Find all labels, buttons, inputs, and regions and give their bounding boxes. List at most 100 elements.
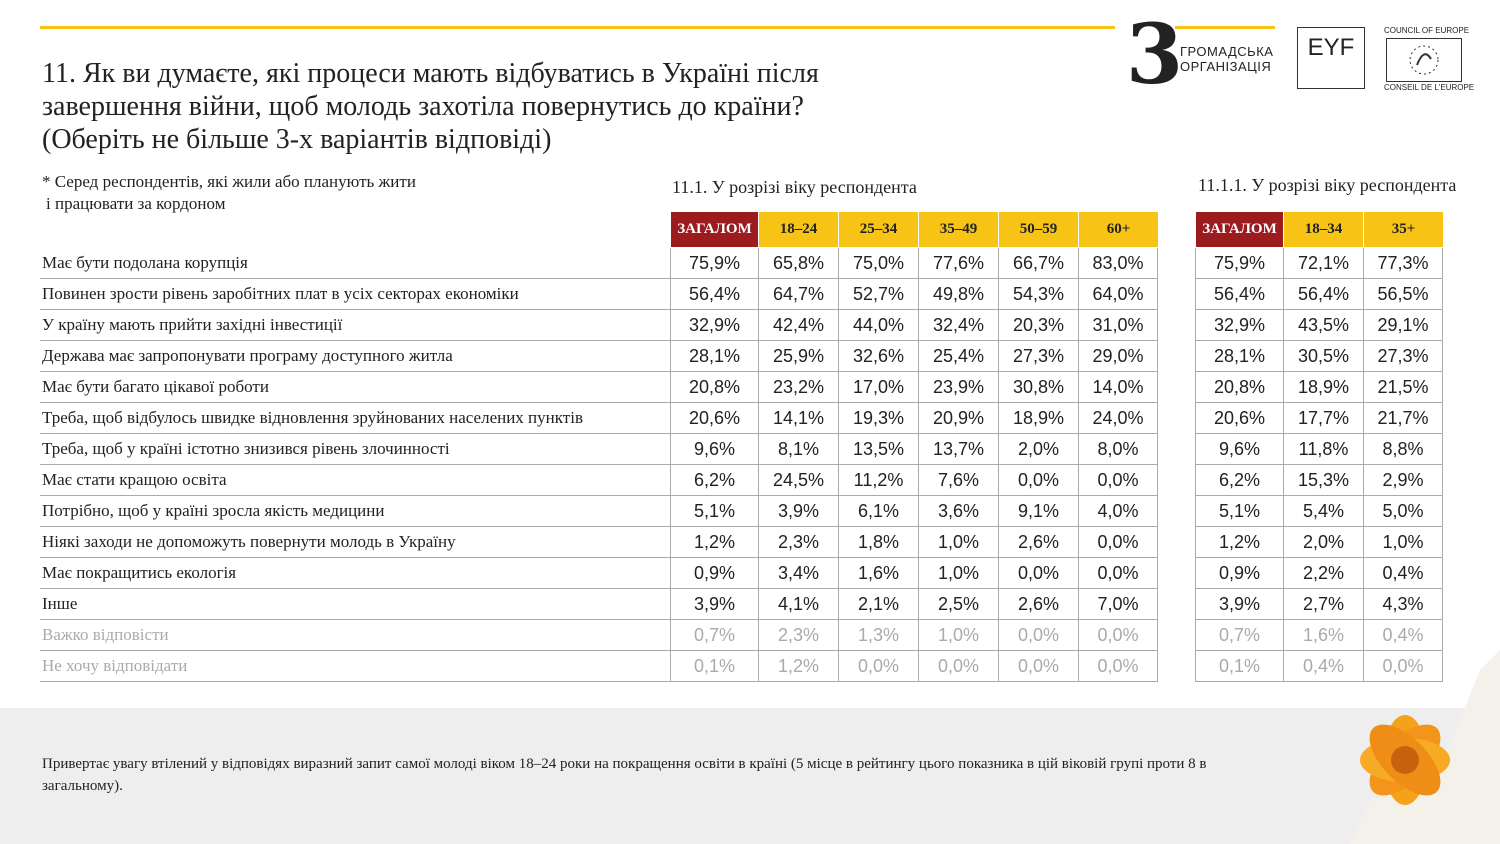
value-cell: 0,1%	[1195, 651, 1283, 682]
value-cell: 2,3%	[758, 620, 838, 651]
row-label: Має стати кращою освіта	[40, 465, 670, 496]
flower-decoration	[1350, 650, 1500, 844]
coe-emblem	[1386, 38, 1462, 82]
paper-scrap	[1350, 650, 1500, 844]
value-cell: 2,0%	[1283, 527, 1363, 558]
value-cell: 24,0%	[1078, 403, 1158, 434]
value-cell: 15,3%	[1283, 465, 1363, 496]
value-cell: 56,4%	[1195, 279, 1283, 310]
row-label: Не хочу відповідати	[40, 651, 670, 682]
title-line: 11. Як ви думаєте, які процеси мають від…	[42, 58, 819, 89]
value-cell: 64,7%	[758, 279, 838, 310]
value-cell: 77,6%	[918, 248, 998, 279]
value-cell: 2,3%	[758, 527, 838, 558]
org-name-line: ГРОМАДСЬКА	[1180, 44, 1274, 59]
row-label: Держава має запропонувати програму досту…	[40, 341, 670, 372]
value-cell: 19,3%	[838, 403, 918, 434]
value-cell: 0,9%	[670, 558, 758, 589]
value-cell: 5,1%	[670, 496, 758, 527]
value-cell: 9,6%	[670, 434, 758, 465]
value-cell: 6,2%	[670, 465, 758, 496]
value-cell: 8,1%	[758, 434, 838, 465]
value-cell: 0,0%	[1363, 651, 1443, 682]
note-line: * Серед респондентів, які жили або плану…	[42, 172, 416, 191]
value-cell: 83,0%	[1078, 248, 1158, 279]
value-cell: 32,6%	[838, 341, 918, 372]
value-cell: 32,4%	[918, 310, 998, 341]
org-mark-sup: 5	[1163, 30, 1170, 44]
footer-band	[0, 708, 1500, 844]
row-label: Потрібно, щоб у країні зросла якість мед…	[40, 496, 670, 527]
row-label: Інше	[40, 589, 670, 620]
org-mark: 3	[1126, 7, 1184, 103]
value-cell: 0,0%	[998, 465, 1078, 496]
value-cell: 7,0%	[1078, 589, 1158, 620]
value-cell: 23,9%	[918, 372, 998, 403]
value-cell: 3,6%	[918, 496, 998, 527]
value-cell: 52,7%	[838, 279, 918, 310]
value-cell: 72,1%	[1283, 248, 1363, 279]
value-cell: 1,2%	[1195, 527, 1283, 558]
value-cell: 1,8%	[838, 527, 918, 558]
row-label: Повинен зрости рівень заробітних плат в …	[40, 279, 670, 310]
value-cell: 1,0%	[918, 527, 998, 558]
value-cell: 23,2%	[758, 372, 838, 403]
value-cell: 25,4%	[918, 341, 998, 372]
value-cell: 3,4%	[758, 558, 838, 589]
value-cell: 5,4%	[1283, 496, 1363, 527]
value-cell: 21,7%	[1363, 403, 1443, 434]
value-cell: 56,5%	[1363, 279, 1443, 310]
value-cell: 20,8%	[670, 372, 758, 403]
top-rule	[1175, 26, 1275, 29]
value-cell: 56,4%	[670, 279, 758, 310]
value-cell: 30,8%	[998, 372, 1078, 403]
value-cell: 1,3%	[838, 620, 918, 651]
value-cell: 29,1%	[1363, 310, 1443, 341]
coe-top: COUNCIL OF EUROPE	[1384, 26, 1470, 35]
value-cell: 1,2%	[670, 527, 758, 558]
row-label: Має покращитись екологія	[40, 558, 670, 589]
value-cell: 3,9%	[1195, 589, 1283, 620]
value-cell: 0,4%	[1363, 558, 1443, 589]
value-cell: 7,6%	[918, 465, 998, 496]
value-cell: 0,0%	[838, 651, 918, 682]
value-cell: 24,5%	[758, 465, 838, 496]
value-cell: 20,3%	[998, 310, 1078, 341]
value-cell: 17,0%	[838, 372, 918, 403]
column-header: ЗАГАЛОМ	[670, 212, 758, 247]
value-cell: 20,8%	[1195, 372, 1283, 403]
value-cell: 64,0%	[1078, 279, 1158, 310]
value-cell: 0,4%	[1363, 620, 1443, 651]
value-cell: 4,1%	[758, 589, 838, 620]
value-cell: 5,1%	[1195, 496, 1283, 527]
org-name-line: ОРГАНІЗАЦІЯ	[1180, 59, 1272, 74]
coe-icon	[1409, 45, 1439, 75]
column-header: 25–34	[838, 212, 918, 247]
value-cell: 1,0%	[918, 558, 998, 589]
value-cell: 2,7%	[1283, 589, 1363, 620]
title-line: завершення війни, щоб молодь захотіла по…	[42, 91, 804, 122]
value-cell: 44,0%	[838, 310, 918, 341]
value-cell: 27,3%	[1363, 341, 1443, 372]
value-cell: 43,5%	[1283, 310, 1363, 341]
eyf-logo: EYF	[1297, 27, 1365, 89]
value-cell: 2,5%	[918, 589, 998, 620]
value-cell: 75,0%	[838, 248, 918, 279]
value-cell: 2,9%	[1363, 465, 1443, 496]
value-cell: 6,1%	[838, 496, 918, 527]
row-label: Важко відповісти	[40, 620, 670, 651]
column-header: 18–24	[758, 212, 838, 247]
value-cell: 1,2%	[758, 651, 838, 682]
org-name: ГРОМАДСЬКА ОРГАНІЗАЦІЯ	[1180, 44, 1273, 74]
value-cell: 0,9%	[1195, 558, 1283, 589]
title-line: (Оберіть не більше 3-х варіантів відпові…	[42, 124, 552, 155]
value-cell: 29,0%	[1078, 341, 1158, 372]
value-cell: 17,7%	[1283, 403, 1363, 434]
value-cell: 0,4%	[1283, 651, 1363, 682]
value-cell: 31,0%	[1078, 310, 1158, 341]
table-subtitle: 11.1. У розрізі віку респондента	[672, 177, 917, 197]
value-cell: 0,7%	[1195, 620, 1283, 651]
value-cell: 8,8%	[1363, 434, 1443, 465]
value-cell: 1,6%	[1283, 620, 1363, 651]
